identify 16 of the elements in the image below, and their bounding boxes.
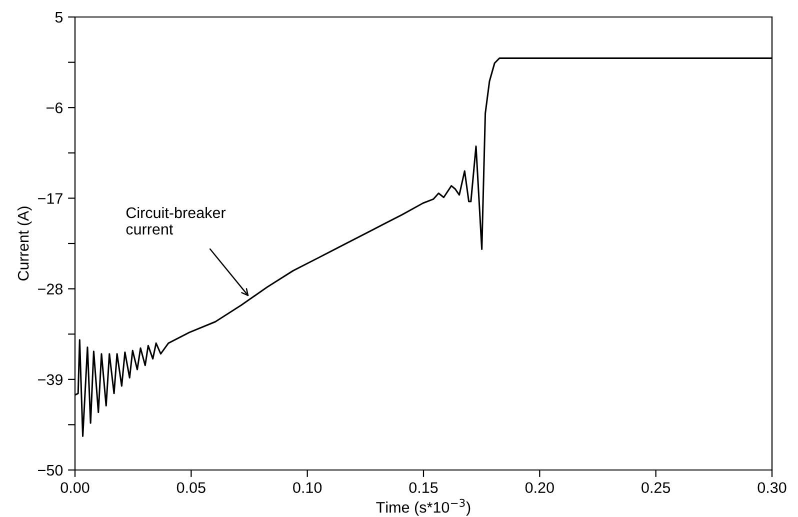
x-tick-label: 0.15 (409, 482, 438, 494)
x-tick-label: 0.05 (176, 482, 206, 494)
y-tick-label: −50 (38, 464, 63, 476)
x-axis-title: Time (s*10$^{−3}$) (376, 498, 470, 516)
x-tick-label: 0.10 (293, 482, 322, 494)
y-tick-label: −6 (46, 102, 63, 114)
y-tick-label: −28 (38, 284, 63, 294)
y-axis-title: Current (A) (17, 206, 32, 280)
y-tick-label: −17 (38, 193, 62, 204)
annotation: Circuit-breaker current (126, 206, 226, 235)
x-tick-label: 0.00 (60, 482, 90, 494)
x-tick-label: 0.20 (525, 482, 554, 494)
x-tick-label: 0.30 (758, 482, 786, 494)
y-tick-label: 5 (55, 12, 63, 23)
y-tick-label: −39 (38, 374, 62, 386)
x-tick-label: 0.25 (642, 482, 670, 494)
